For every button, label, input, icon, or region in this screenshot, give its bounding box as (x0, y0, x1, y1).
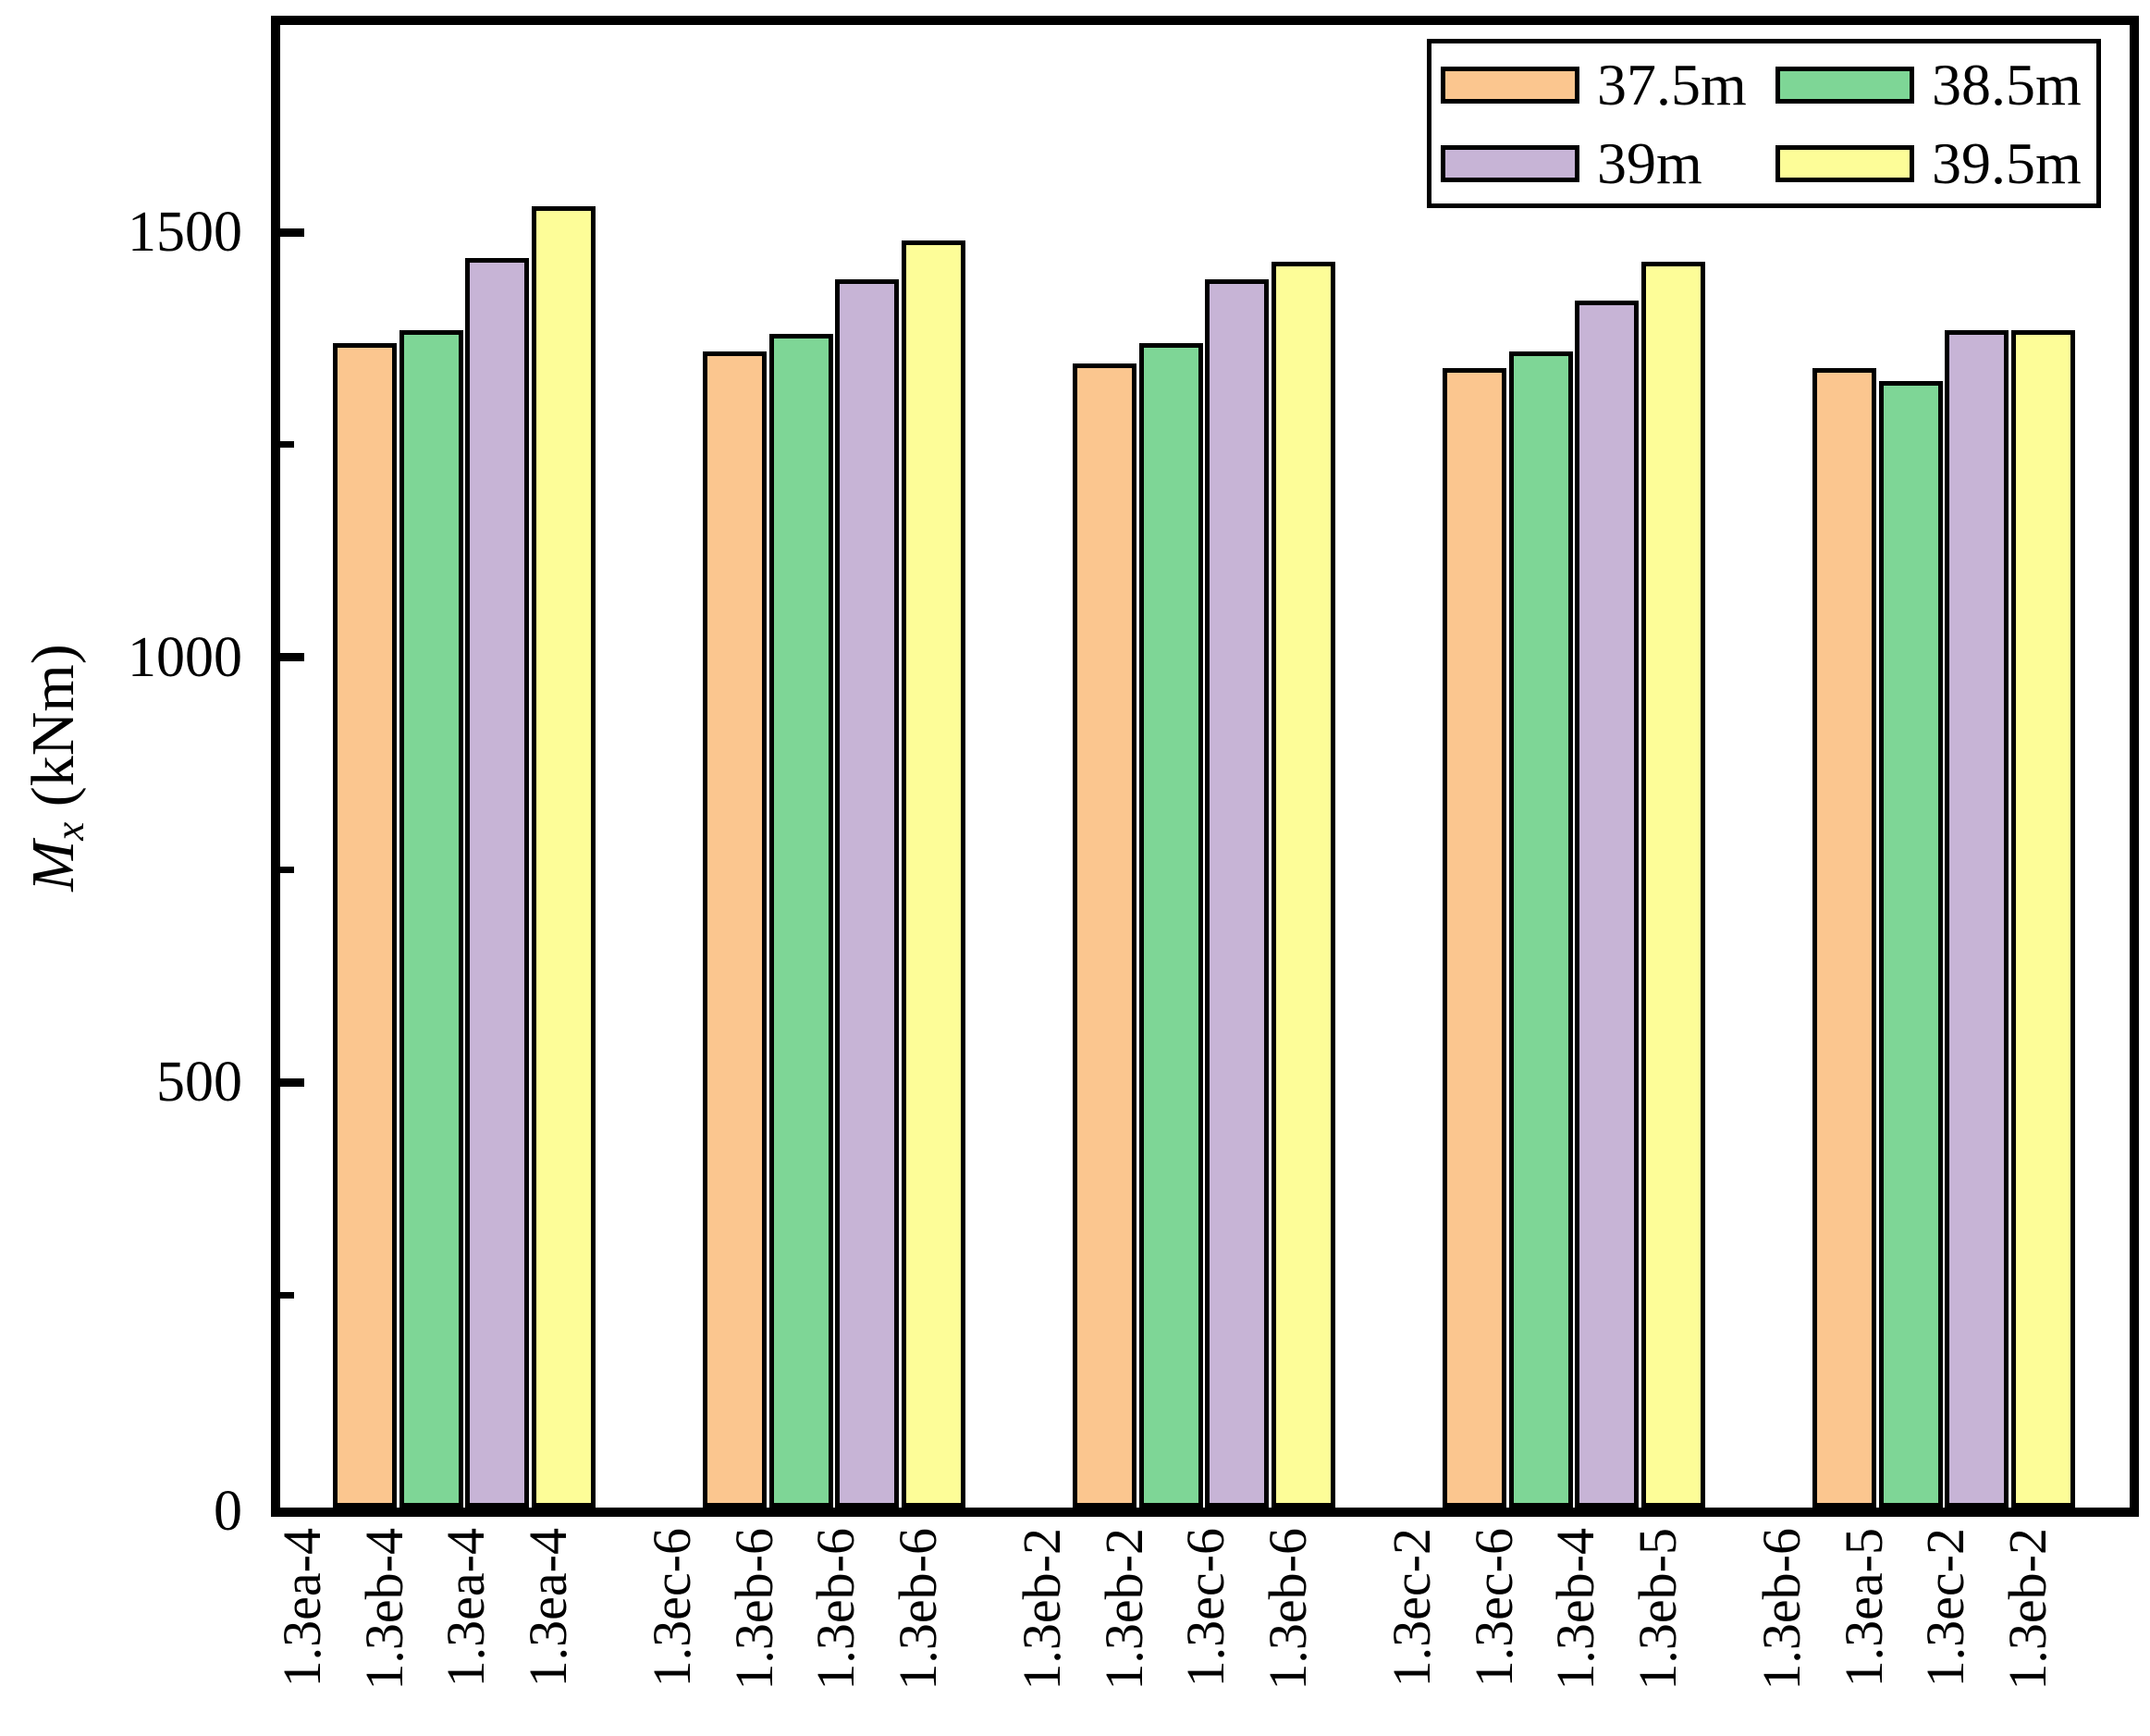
legend-item-39-5m: 39.5m (1775, 134, 2082, 193)
legend-swatch-38-5m (1775, 67, 1914, 104)
y-axis-title: Mx (kNm) (12, 536, 95, 999)
legend: 37.5m 38.5m 39m 39.5m (1427, 39, 2101, 208)
y-tick-label-0: 0 (214, 1480, 242, 1543)
bar-38-5m-group-3 (1139, 343, 1203, 1508)
x-tick-label-g1-1: 1.3ea-4 (272, 1528, 332, 1688)
y-major-tick-1500 (280, 228, 304, 237)
bar-39m-group-1 (465, 258, 529, 1508)
legend-label-39m: 39m (1597, 130, 1702, 196)
y-minor-tick-250 (280, 1292, 294, 1299)
legend-item-39m: 39m (1441, 134, 1702, 193)
x-tick-label-g3-1: 1.3eb-2 (1012, 1528, 1072, 1691)
bar-38-5m-group-5 (1879, 381, 1943, 1508)
bar-39m-group-4 (1575, 301, 1639, 1508)
plot-frame (271, 16, 2139, 1517)
x-tick-label-g1-2: 1.3eb-4 (354, 1528, 414, 1691)
x-tick-label-g5-2: 1.3ea-5 (1834, 1528, 1894, 1688)
x-tick-label-g4-2: 1.3ec-6 (1464, 1528, 1524, 1688)
legend-swatch-39m (1441, 145, 1579, 182)
bar-39m-group-2 (835, 279, 899, 1508)
x-tick-label-g3-3: 1.3ec-6 (1175, 1528, 1235, 1688)
x-tick-label-g3-4: 1.3eb-6 (1258, 1528, 1318, 1691)
y-axis-title-subscript: x (46, 821, 93, 841)
bar-37-5m-group-5 (1812, 368, 1876, 1508)
bar-37-5m-group-2 (703, 351, 767, 1508)
legend-swatch-39-5m (1775, 145, 1914, 182)
x-tick-label-g1-4: 1.3ea-4 (518, 1528, 578, 1688)
x-tick-label-g4-1: 1.3ec-2 (1382, 1528, 1442, 1688)
bar-39-5m-group-1 (532, 206, 596, 1508)
y-tick-label-1500: 1500 (128, 201, 242, 264)
bar-38-5m-group-1 (399, 330, 463, 1508)
bar-39m-group-5 (1945, 330, 2009, 1508)
bar-37-5m-group-3 (1073, 363, 1136, 1508)
bar-39m-group-3 (1205, 279, 1269, 1508)
bar-39-5m-group-5 (2011, 330, 2075, 1508)
x-tick-label-g2-4: 1.3eb-6 (888, 1528, 948, 1691)
legend-label-38-5m: 38.5m (1932, 52, 2082, 117)
bar-38-5m-group-2 (769, 334, 833, 1508)
y-major-tick-1000 (280, 653, 304, 661)
x-tick-label-g2-1: 1.3ec-6 (642, 1528, 702, 1688)
legend-item-38-5m: 38.5m (1775, 55, 2082, 115)
legend-label-39-5m: 39.5m (1932, 130, 2082, 196)
bar-37-5m-group-4 (1443, 368, 1506, 1508)
x-tick-label-g4-3: 1.3eb-4 (1545, 1528, 1605, 1691)
x-tick-label-g5-4: 1.3eb-2 (1997, 1528, 2058, 1691)
y-minor-tick-750 (280, 867, 294, 873)
x-tick-label-g5-3: 1.3ec-2 (1915, 1528, 1975, 1688)
y-tick-label-500: 500 (156, 1051, 242, 1114)
legend-swatch-37-5m (1441, 67, 1579, 104)
x-tick-label-g3-2: 1.3eb-2 (1094, 1528, 1154, 1691)
y-minor-tick-1250 (280, 441, 294, 448)
bar-39-5m-group-3 (1272, 262, 1335, 1508)
y-tick-label-1000: 1000 (128, 626, 242, 689)
bar-39-5m-group-4 (1641, 262, 1705, 1508)
y-major-tick-500 (280, 1078, 304, 1087)
x-tick-label-g2-2: 1.3eb-6 (724, 1528, 784, 1691)
bar-38-5m-group-4 (1509, 351, 1573, 1508)
legend-item-37-5m: 37.5m (1441, 55, 1747, 115)
bar-37-5m-group-1 (333, 343, 397, 1508)
x-tick-label-g5-1: 1.3eb-6 (1751, 1528, 1812, 1691)
x-tick-label-g2-3: 1.3eb-6 (805, 1528, 866, 1691)
bar-39-5m-group-2 (902, 240, 965, 1508)
y-axis-title-symbol: M (19, 840, 87, 892)
x-tick-label-g4-4: 1.3eb-5 (1628, 1528, 1688, 1691)
x-tick-label-g1-3: 1.3ea-4 (436, 1528, 496, 1688)
legend-label-37-5m: 37.5m (1597, 52, 1747, 117)
